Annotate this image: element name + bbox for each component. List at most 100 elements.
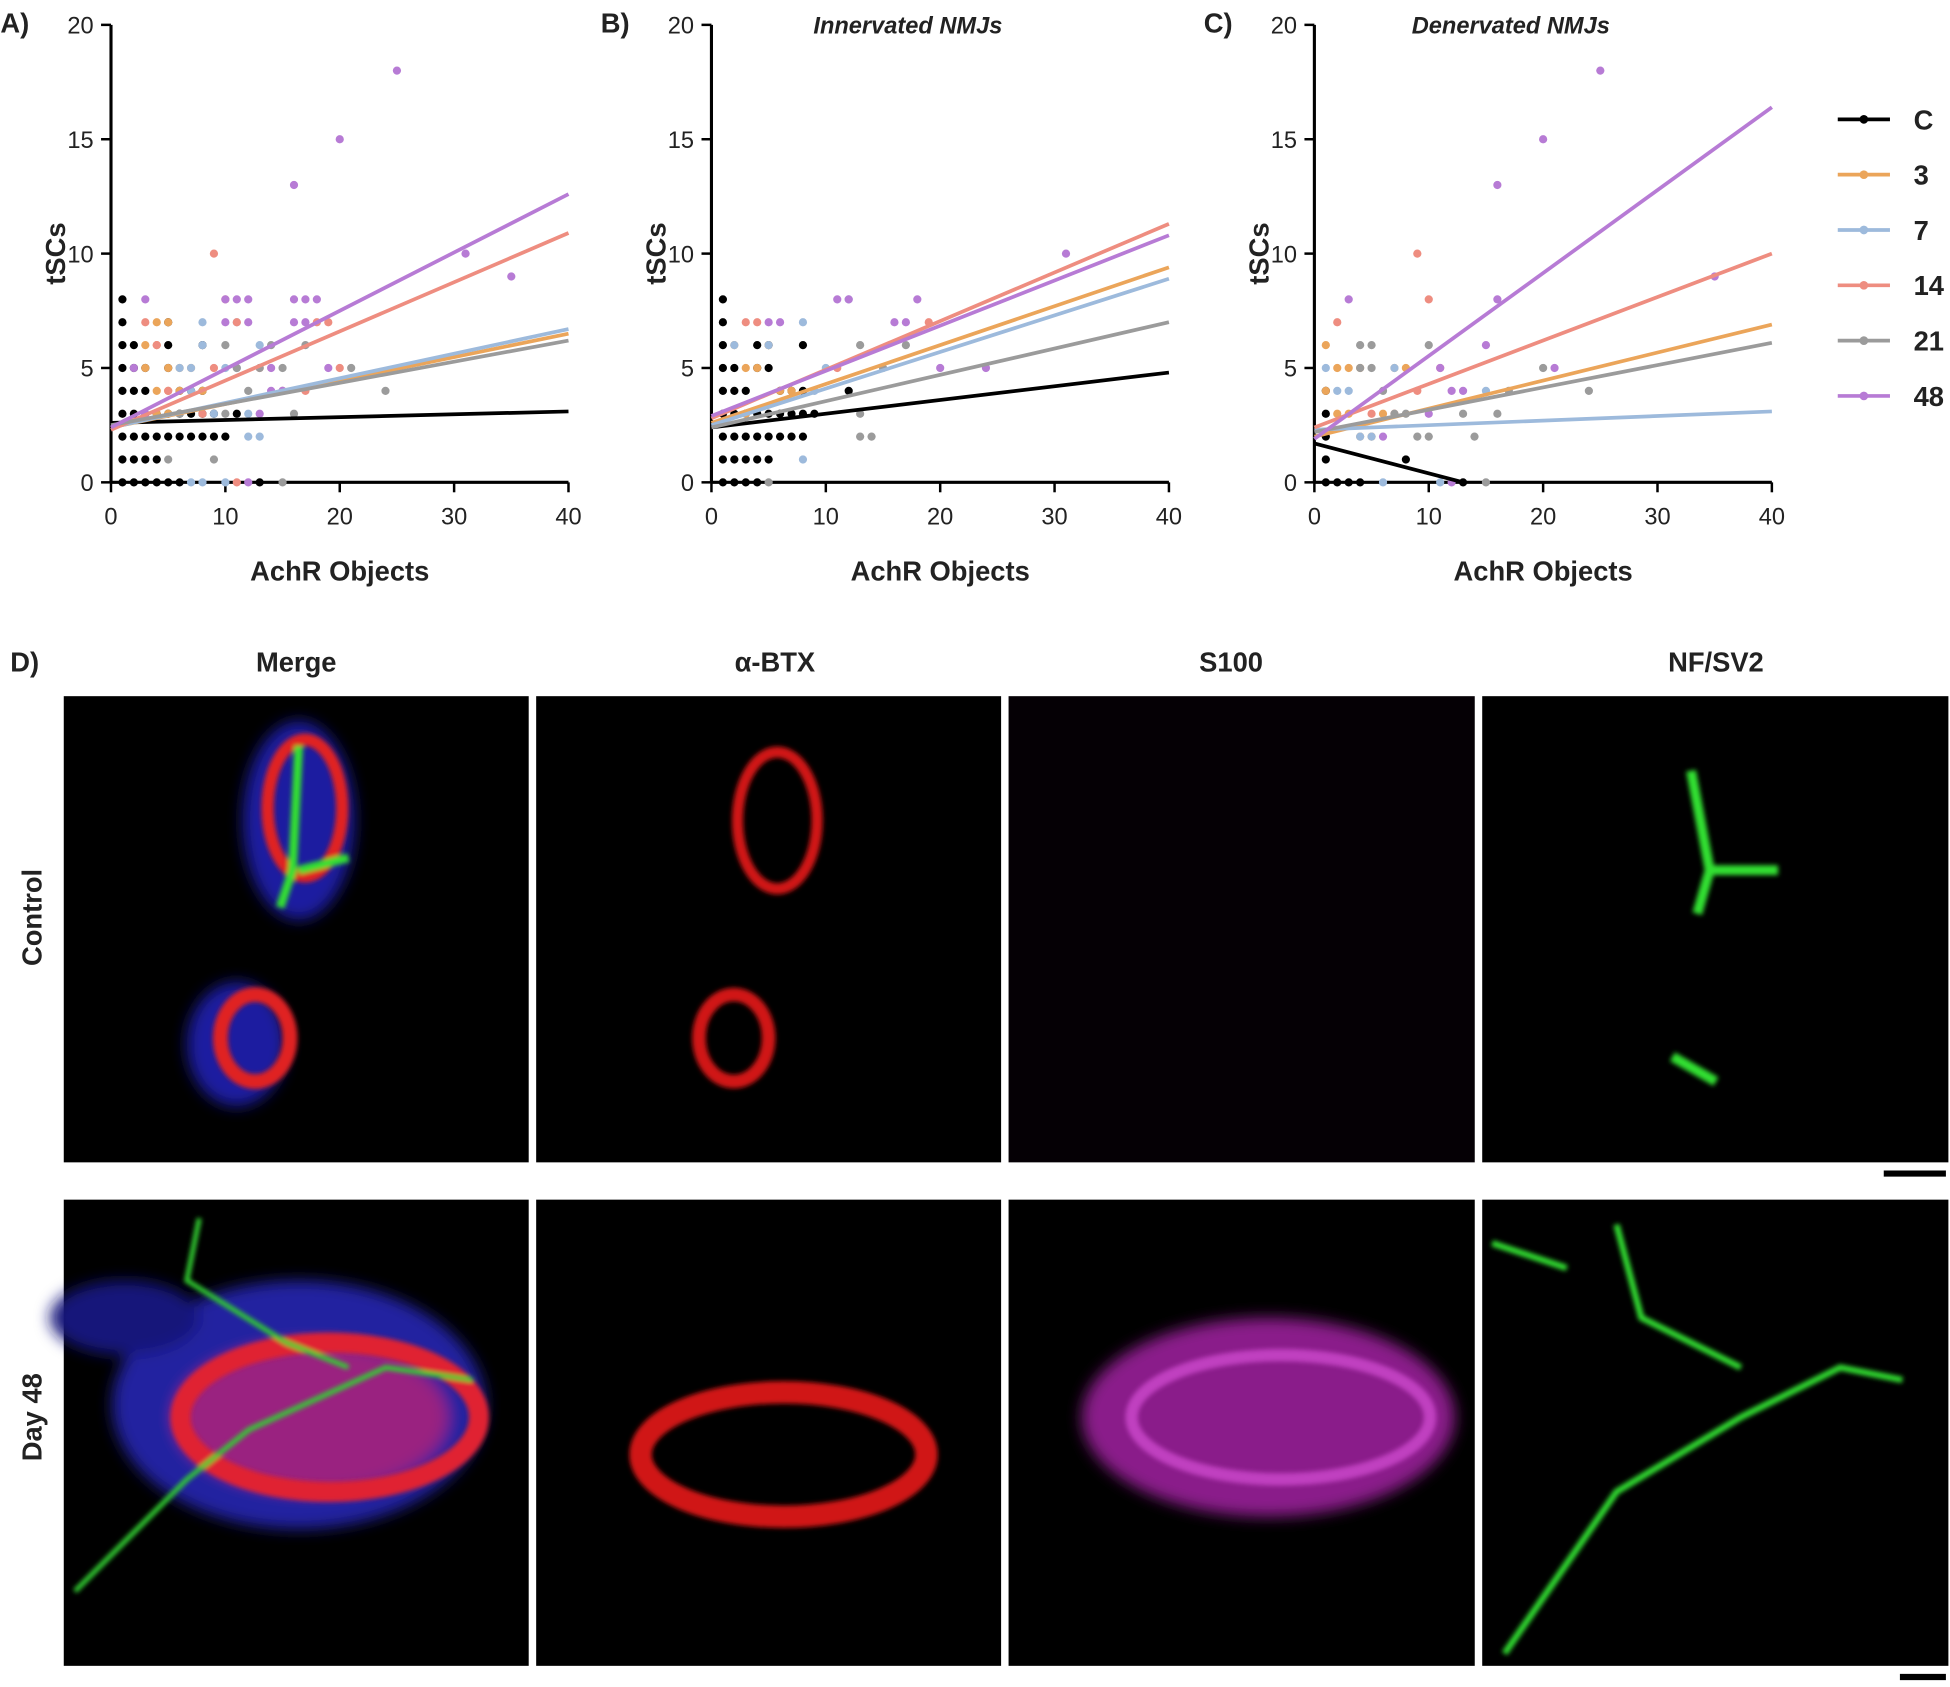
data-point <box>764 340 773 350</box>
y-tick-label: 20 <box>1271 14 1297 40</box>
y-tick-label: 5 <box>80 357 93 383</box>
data-point <box>118 363 127 373</box>
data-point <box>1367 409 1376 418</box>
data-point <box>335 135 344 144</box>
legend-swatch <box>1859 391 1869 401</box>
data-point <box>730 363 739 373</box>
y-axis-label: tSCs <box>640 222 671 284</box>
fit-line <box>1314 340 1773 434</box>
fit-line <box>110 409 569 425</box>
legend-swatch <box>1859 280 1869 290</box>
legend-label: 7 <box>1914 215 1929 246</box>
y-tick-label: 20 <box>668 14 694 40</box>
x-axis-label: AchR Objects <box>250 556 429 587</box>
data-point <box>718 478 727 487</box>
data-point <box>798 432 808 441</box>
data-point <box>764 363 773 373</box>
data-point <box>221 409 230 418</box>
data-point <box>141 318 150 327</box>
data-point <box>221 478 230 487</box>
data-point <box>141 432 150 441</box>
data-point <box>718 455 727 464</box>
x-tick-label: 0 <box>705 505 718 531</box>
data-point <box>221 295 230 304</box>
micrograph <box>1008 696 1475 1163</box>
data-point <box>1584 386 1593 395</box>
legend-label: 21 <box>1914 326 1944 357</box>
data-point <box>1356 432 1365 441</box>
data-point <box>1493 180 1502 190</box>
data-point <box>289 409 299 418</box>
y-tick-label: 10 <box>67 242 93 268</box>
data-point <box>798 340 808 350</box>
data-point <box>1424 295 1433 304</box>
data-point <box>753 455 762 464</box>
data-point <box>152 386 161 395</box>
data-point <box>718 318 727 327</box>
data-point <box>152 478 161 487</box>
data-point <box>186 432 196 441</box>
data-point <box>164 478 173 487</box>
data-point <box>844 295 853 304</box>
data-point <box>1367 340 1376 350</box>
data-point <box>255 478 264 487</box>
data-point <box>141 478 150 487</box>
data-point <box>741 386 750 395</box>
data-point <box>175 432 184 441</box>
data-point <box>232 409 241 418</box>
panel-d: D) Merge α-BTX S100 NF/SV2 Control Day 4… <box>10 646 1949 1681</box>
data-point <box>244 432 253 441</box>
data-point <box>198 478 207 487</box>
data-point <box>392 66 402 75</box>
data-point <box>1378 478 1388 487</box>
data-point <box>129 386 138 395</box>
data-point <box>856 340 865 350</box>
chart-title: Denervated NMJs <box>1412 14 1610 40</box>
data-point <box>209 409 219 418</box>
panel-label: D) <box>10 646 39 677</box>
data-point <box>1539 363 1548 373</box>
data-point <box>741 478 750 487</box>
data-point <box>324 363 333 373</box>
data-point <box>775 432 785 441</box>
y-tick-label: 0 <box>80 471 93 497</box>
legend-swatch <box>1859 336 1869 345</box>
fit-line <box>110 231 570 432</box>
data-point <box>718 386 727 395</box>
x-tick-label: 30 <box>1041 505 1067 531</box>
data-point <box>1321 455 1330 464</box>
data-point <box>1413 249 1422 258</box>
data-point <box>164 386 173 395</box>
micrograph <box>536 1199 1002 1666</box>
fit-line <box>711 320 1170 430</box>
data-point <box>152 455 161 464</box>
data-point <box>1378 432 1388 441</box>
data-point <box>255 409 264 418</box>
data-point <box>335 363 344 373</box>
data-point <box>141 295 150 304</box>
x-tick-label: 40 <box>555 505 581 531</box>
data-point <box>232 295 241 304</box>
data-point <box>1470 432 1479 441</box>
data-point <box>118 295 127 304</box>
data-point <box>1413 432 1422 441</box>
data-point <box>324 318 333 327</box>
data-point <box>129 363 138 373</box>
y-axis-label: tSCs <box>40 222 71 284</box>
chart-title: Innervated NMJs <box>813 14 1002 40</box>
row-label: Control <box>16 869 47 966</box>
data-point <box>741 455 750 464</box>
data-point <box>244 409 253 418</box>
data-point <box>901 318 910 327</box>
data-point <box>347 363 356 373</box>
data-point <box>1424 432 1433 441</box>
data-point <box>1321 340 1330 350</box>
data-point <box>730 455 739 464</box>
data-point <box>289 318 299 327</box>
data-point <box>1321 478 1330 487</box>
data-point <box>221 340 230 350</box>
data-point <box>787 386 796 395</box>
chart: B) Innervated NMJs 0 5 10 15 20 0 10 20 30 40 AchR O… <box>601 7 1182 586</box>
data-point <box>118 432 127 441</box>
